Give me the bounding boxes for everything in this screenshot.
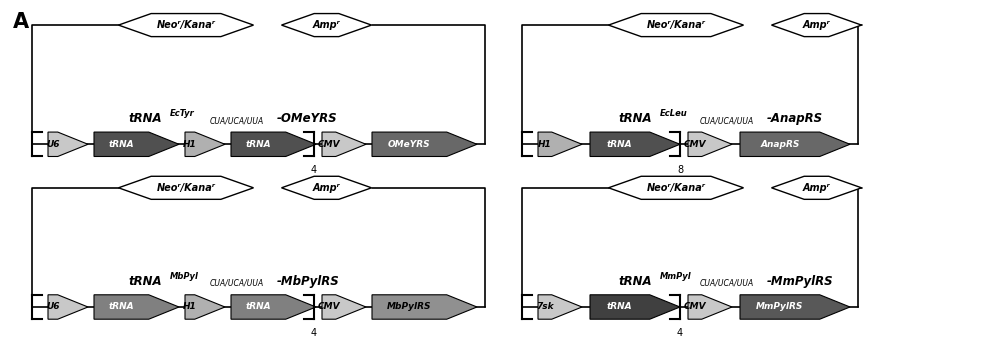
Polygon shape xyxy=(772,14,862,37)
Polygon shape xyxy=(185,295,225,319)
Text: -OMeYRS: -OMeYRS xyxy=(276,112,337,125)
Polygon shape xyxy=(538,132,582,157)
Polygon shape xyxy=(231,295,316,319)
Text: A: A xyxy=(13,12,29,32)
Polygon shape xyxy=(282,176,372,199)
Polygon shape xyxy=(372,132,477,157)
Text: MmPylRS: MmPylRS xyxy=(756,302,804,312)
Text: tRNA: tRNA xyxy=(607,140,633,149)
Text: U6: U6 xyxy=(46,140,60,149)
Text: CUA/UCA/UUA: CUA/UCA/UUA xyxy=(210,279,264,288)
Text: CUA/UCA/UUA: CUA/UCA/UUA xyxy=(700,116,754,125)
Text: tRNA: tRNA xyxy=(618,275,652,287)
Polygon shape xyxy=(48,132,88,157)
Polygon shape xyxy=(119,14,254,37)
Text: tRNA: tRNA xyxy=(607,302,633,312)
Text: tRNA: tRNA xyxy=(246,140,271,149)
Text: 4: 4 xyxy=(311,328,317,338)
Polygon shape xyxy=(688,132,732,157)
Text: tRNA: tRNA xyxy=(128,275,162,287)
Polygon shape xyxy=(48,295,88,319)
Text: MbPylRS: MbPylRS xyxy=(387,302,432,312)
Text: CUA/UCA/UUA: CUA/UCA/UUA xyxy=(210,116,264,125)
Text: Neoʳ/Kanaʳ: Neoʳ/Kanaʳ xyxy=(646,20,706,30)
Polygon shape xyxy=(185,132,225,157)
Text: CMV: CMV xyxy=(684,140,706,149)
Text: tRNA: tRNA xyxy=(109,140,134,149)
Text: CUA/UCA/UUA: CUA/UCA/UUA xyxy=(700,279,754,288)
Text: -MbPylRS: -MbPylRS xyxy=(276,275,339,287)
Text: H1: H1 xyxy=(183,302,197,312)
Polygon shape xyxy=(538,295,582,319)
Polygon shape xyxy=(322,132,366,157)
Polygon shape xyxy=(688,295,732,319)
Text: Ampʳ: Ampʳ xyxy=(803,183,830,193)
Polygon shape xyxy=(590,132,680,157)
Polygon shape xyxy=(231,132,316,157)
Text: Ampʳ: Ampʳ xyxy=(313,20,340,30)
Text: H1: H1 xyxy=(183,140,197,149)
Text: Ampʳ: Ampʳ xyxy=(313,183,340,193)
Polygon shape xyxy=(772,176,862,199)
Polygon shape xyxy=(608,14,744,37)
Polygon shape xyxy=(372,295,477,319)
Polygon shape xyxy=(608,176,744,199)
Text: Ampʳ: Ampʳ xyxy=(803,20,830,30)
Text: tRNA: tRNA xyxy=(128,112,162,125)
Text: CMV: CMV xyxy=(684,302,706,312)
Polygon shape xyxy=(740,132,850,157)
Text: 7sk: 7sk xyxy=(536,302,554,312)
Text: CMV: CMV xyxy=(318,140,340,149)
Text: MbPyl: MbPyl xyxy=(170,272,199,281)
Text: tRNA: tRNA xyxy=(246,302,271,312)
Polygon shape xyxy=(740,295,850,319)
Polygon shape xyxy=(322,295,366,319)
Text: EcLeu: EcLeu xyxy=(660,109,688,118)
Text: H1: H1 xyxy=(538,140,552,149)
Polygon shape xyxy=(590,295,680,319)
Text: 4: 4 xyxy=(311,165,317,175)
Text: Neoʳ/Kanaʳ: Neoʳ/Kanaʳ xyxy=(156,183,216,193)
Text: tRNA: tRNA xyxy=(618,112,652,125)
Text: U6: U6 xyxy=(46,302,60,312)
Text: Neoʳ/Kanaʳ: Neoʳ/Kanaʳ xyxy=(156,20,216,30)
Text: -MmPylRS: -MmPylRS xyxy=(766,275,833,287)
Text: tRNA: tRNA xyxy=(109,302,134,312)
Text: 8: 8 xyxy=(677,165,683,175)
Text: EcTyr: EcTyr xyxy=(170,109,195,118)
Polygon shape xyxy=(94,295,179,319)
Text: AnapRS: AnapRS xyxy=(760,140,800,149)
Text: MmPyl: MmPyl xyxy=(660,272,692,281)
Text: CMV: CMV xyxy=(318,302,340,312)
Polygon shape xyxy=(282,14,372,37)
Text: 4: 4 xyxy=(677,328,683,338)
Text: Neoʳ/Kanaʳ: Neoʳ/Kanaʳ xyxy=(646,183,706,193)
Text: -AnapRS: -AnapRS xyxy=(766,112,823,125)
Polygon shape xyxy=(94,132,179,157)
Polygon shape xyxy=(119,176,254,199)
Text: OMeYRS: OMeYRS xyxy=(388,140,431,149)
